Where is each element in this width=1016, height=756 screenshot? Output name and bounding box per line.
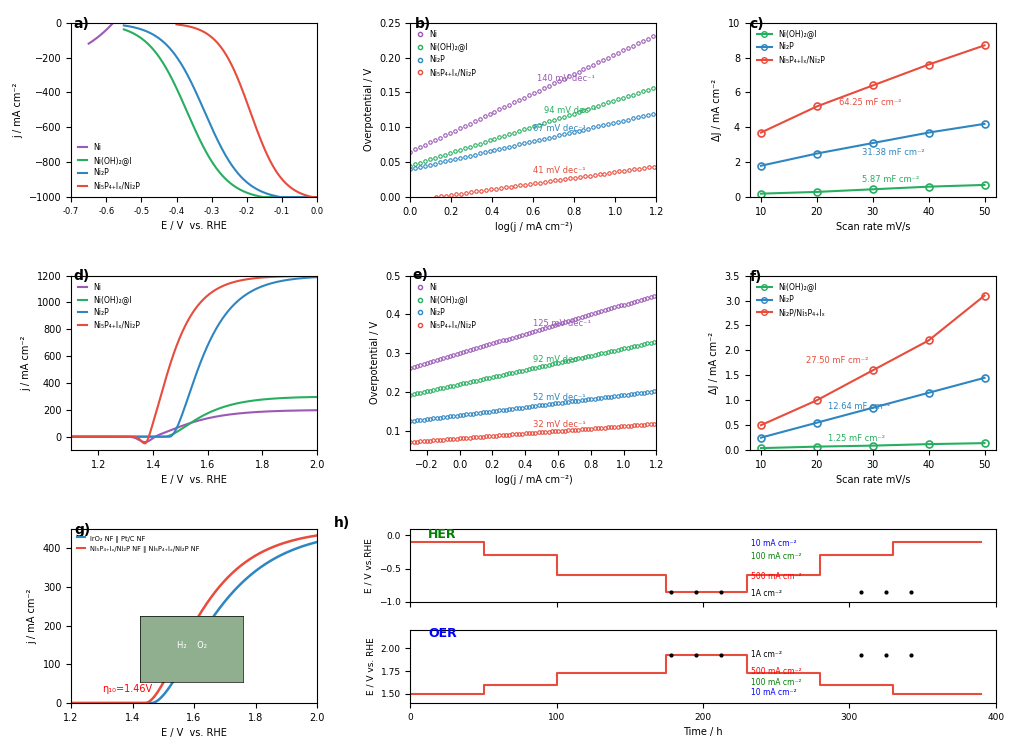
Text: 52 mV dec⁻¹: 52 mV dec⁻¹ [533,393,586,402]
Legend: Ni, Ni(OH)₂@I, Ni₂P, Ni₅P₄₊Iₓ/Ni₂P: Ni, Ni(OH)₂@I, Ni₂P, Ni₅P₄₊Iₓ/Ni₂P [75,140,143,194]
Y-axis label: ΔJ / mA cm⁻²: ΔJ / mA cm⁻² [712,79,722,141]
Y-axis label: j / mA cm⁻²: j / mA cm⁻² [13,82,23,138]
Text: 500 mA cm⁻²: 500 mA cm⁻² [752,667,802,676]
Legend: Ni, Ni(OH)₂@I, Ni₂P, Ni₅P₄₊Iₓ/Ni₂P: Ni, Ni(OH)₂@I, Ni₂P, Ni₅P₄₊Iₓ/Ni₂P [415,26,480,80]
Text: 125 mV dec⁻¹: 125 mV dec⁻¹ [533,318,591,327]
X-axis label: Scan rate mV/s: Scan rate mV/s [835,476,910,485]
X-axis label: E / V  vs. RHE: E / V vs. RHE [162,728,227,739]
Text: e): e) [412,268,428,282]
Text: b): b) [415,17,431,31]
Legend: Ni, Ni(OH)₂@I, Ni₂P, Ni₅P₄₊Iₓ/Ni₂P: Ni, Ni(OH)₂@I, Ni₂P, Ni₅P₄₊Iₓ/Ni₂P [415,280,480,333]
Text: f): f) [750,270,762,284]
X-axis label: log(j / mA cm⁻²): log(j / mA cm⁻²) [495,476,572,485]
Text: 67 mV dec⁻¹: 67 mV dec⁻¹ [533,124,586,133]
Text: 12.64 mF cm⁻²: 12.64 mF cm⁻² [828,402,890,411]
Text: 5.87 mF cm⁻²: 5.87 mF cm⁻² [862,175,918,184]
Text: 94 mV dec⁻¹: 94 mV dec⁻¹ [544,106,596,115]
X-axis label: Time / h: Time / h [683,727,722,737]
Y-axis label: Overpotential / V: Overpotential / V [364,68,374,151]
Text: c): c) [750,17,764,32]
Text: 1A cm⁻²: 1A cm⁻² [752,650,782,659]
Legend: IrO₂ NF ∥ Pt/C NF, Ni₅P₄₊Iₓ/Ni₂P NF ∥ Ni₅P₄₊Iₓ/Ni₂P NF: IrO₂ NF ∥ Pt/C NF, Ni₅P₄₊Iₓ/Ni₂P NF ∥ Ni… [74,532,202,554]
Text: OER: OER [428,627,457,640]
Legend: Ni(OH)₂@I, Ni₂P, Ni₅P₄₊Iₓ/Ni₂P: Ni(OH)₂@I, Ni₂P, Ni₅P₄₊Iₓ/Ni₂P [754,26,828,67]
Text: 100 mA cm⁻²: 100 mA cm⁻² [752,678,802,687]
Text: d): d) [74,269,90,283]
Text: 500 mA cm⁻²: 500 mA cm⁻² [752,572,802,581]
Y-axis label: ΔJ / mA cm⁻²: ΔJ / mA cm⁻² [709,332,719,394]
Y-axis label: Overpotential / V: Overpotential / V [370,321,380,404]
Text: 32 mV dec⁻¹: 32 mV dec⁻¹ [533,420,586,429]
Y-axis label: j / mA cm⁻²: j / mA cm⁻² [21,335,31,391]
Text: η₁₀=1.46V: η₁₀=1.46V [102,684,152,694]
Y-axis label: E / V vs. RHE: E / V vs. RHE [366,637,375,696]
Text: 27.50 mF cm⁻²: 27.50 mF cm⁻² [806,356,868,365]
X-axis label: Scan rate mV/s: Scan rate mV/s [835,222,910,232]
Text: 1.25 mF cm⁻²: 1.25 mF cm⁻² [828,434,885,443]
Text: 92 mV dec⁻¹: 92 mV dec⁻¹ [533,355,586,364]
Text: 140 mV dec⁻¹: 140 mV dec⁻¹ [537,74,595,83]
Text: 1A cm⁻²: 1A cm⁻² [752,589,782,598]
Text: HER: HER [428,528,456,541]
X-axis label: E / V  vs. RHE: E / V vs. RHE [162,476,227,485]
Text: 10 mA cm⁻²: 10 mA cm⁻² [752,688,797,696]
Text: 31.38 mF cm⁻²: 31.38 mF cm⁻² [862,148,925,157]
Text: g): g) [74,523,90,537]
Text: 41 mV dec⁻¹: 41 mV dec⁻¹ [533,166,586,175]
Text: 64.25 mF cm⁻²: 64.25 mF cm⁻² [839,98,901,107]
Legend: Ni, Ni(OH)₂@I, Ni₂P, Ni₅P₄₊Iₓ/Ni₂P: Ni, Ni(OH)₂@I, Ni₂P, Ni₅P₄₊Iₓ/Ni₂P [75,280,143,333]
Y-axis label: E / V vs.RHE: E / V vs.RHE [365,538,373,593]
Y-axis label: j / mA cm⁻²: j / mA cm⁻² [27,588,38,643]
Text: h): h) [334,516,351,530]
X-axis label: log(j / mA cm⁻²): log(j / mA cm⁻²) [495,222,572,232]
Text: 100 mA cm⁻²: 100 mA cm⁻² [752,552,802,561]
Text: 10 mA cm⁻²: 10 mA cm⁻² [752,539,797,548]
Text: a): a) [73,17,88,32]
X-axis label: E / V  vs. RHE: E / V vs. RHE [162,222,227,231]
Legend: Ni(OH)₂@I, Ni₂P, Ni₂P/Ni₅P₄₊Iₓ: Ni(OH)₂@I, Ni₂P, Ni₂P/Ni₅P₄₊Iₓ [754,280,828,321]
